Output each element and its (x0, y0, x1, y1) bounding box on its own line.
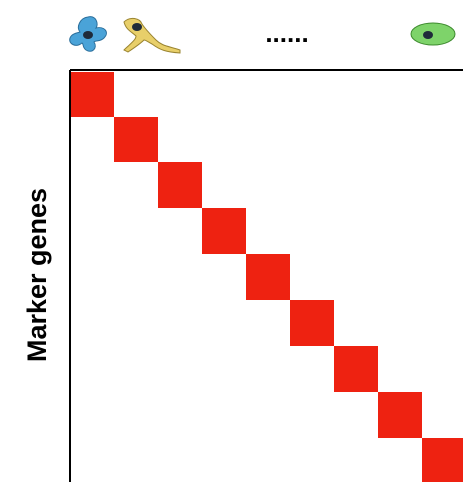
cell-icon-green (410, 22, 456, 46)
block (114, 117, 158, 162)
block (290, 300, 334, 346)
block (158, 162, 202, 208)
block (378, 392, 422, 438)
ellipsis: ...... (265, 18, 308, 48)
block (422, 438, 463, 482)
cell-icon-blue (69, 16, 107, 52)
block (71, 72, 114, 117)
y-axis-label: Marker genes (22, 188, 52, 362)
block (334, 346, 378, 392)
cell-icon-neuron (123, 17, 181, 54)
block (202, 208, 246, 254)
diagonal-blocks (71, 72, 463, 482)
block (246, 254, 290, 300)
